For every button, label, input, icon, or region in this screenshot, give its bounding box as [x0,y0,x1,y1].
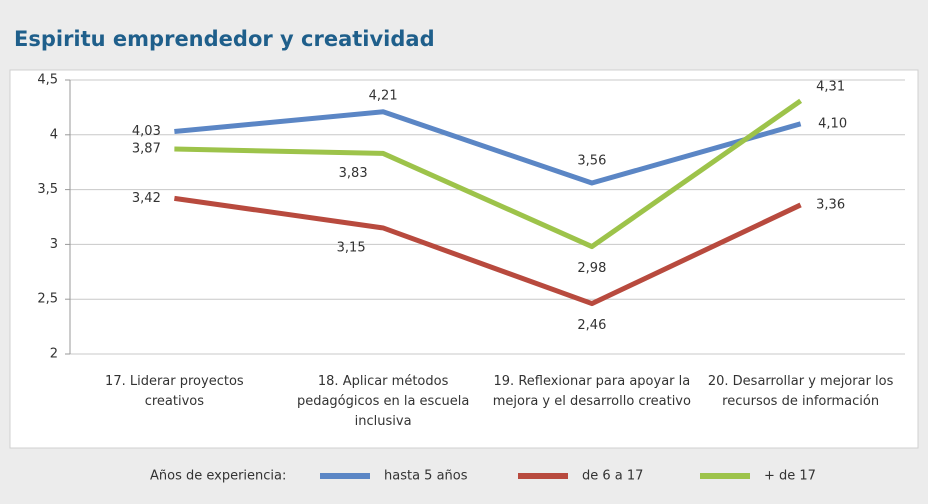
data-label: 3,36 [816,197,845,212]
legend-label: de 6 a 17 [582,469,643,484]
legend-label: + de 17 [764,469,816,484]
data-label: 4,31 [816,79,845,94]
x-tick-label: 17. Liderar proyectos creativos [105,374,244,409]
data-label: 3,15 [337,240,366,255]
y-tick-label: 3,5 [37,182,58,197]
data-label: 3,42 [132,191,161,206]
data-label: 2,46 [577,318,606,333]
y-tick-label: 4,5 [37,73,58,88]
x-tick-label: 19. Reflexionar para apoyar la mejora y … [492,374,691,409]
data-label: 2,98 [577,261,606,276]
data-label: 3,87 [132,142,161,157]
y-tick-label: 3 [50,237,58,252]
legend-title: Años de experiencia: [150,469,286,484]
series-line [174,109,802,186]
data-label: 3,83 [339,166,368,181]
x-tick-label: 20. Desarrollar y mejorar los recursos d… [707,374,894,409]
series-line [174,98,803,250]
x-tick-label: 18. Aplicar métodos pedagógicos en la es… [296,374,470,429]
data-label: 4,21 [369,88,398,103]
data-label: 4,10 [818,116,847,131]
data-label: 3,56 [577,154,606,169]
y-tick-label: 2 [50,347,58,362]
chart-title: Espiritu emprendedor y creatividad [14,27,435,51]
y-tick-label: 2,5 [37,292,58,307]
legend-label: hasta 5 años [384,469,468,484]
series-line [174,195,802,307]
data-label: 4,03 [132,124,161,139]
y-tick-label: 4 [50,127,58,142]
